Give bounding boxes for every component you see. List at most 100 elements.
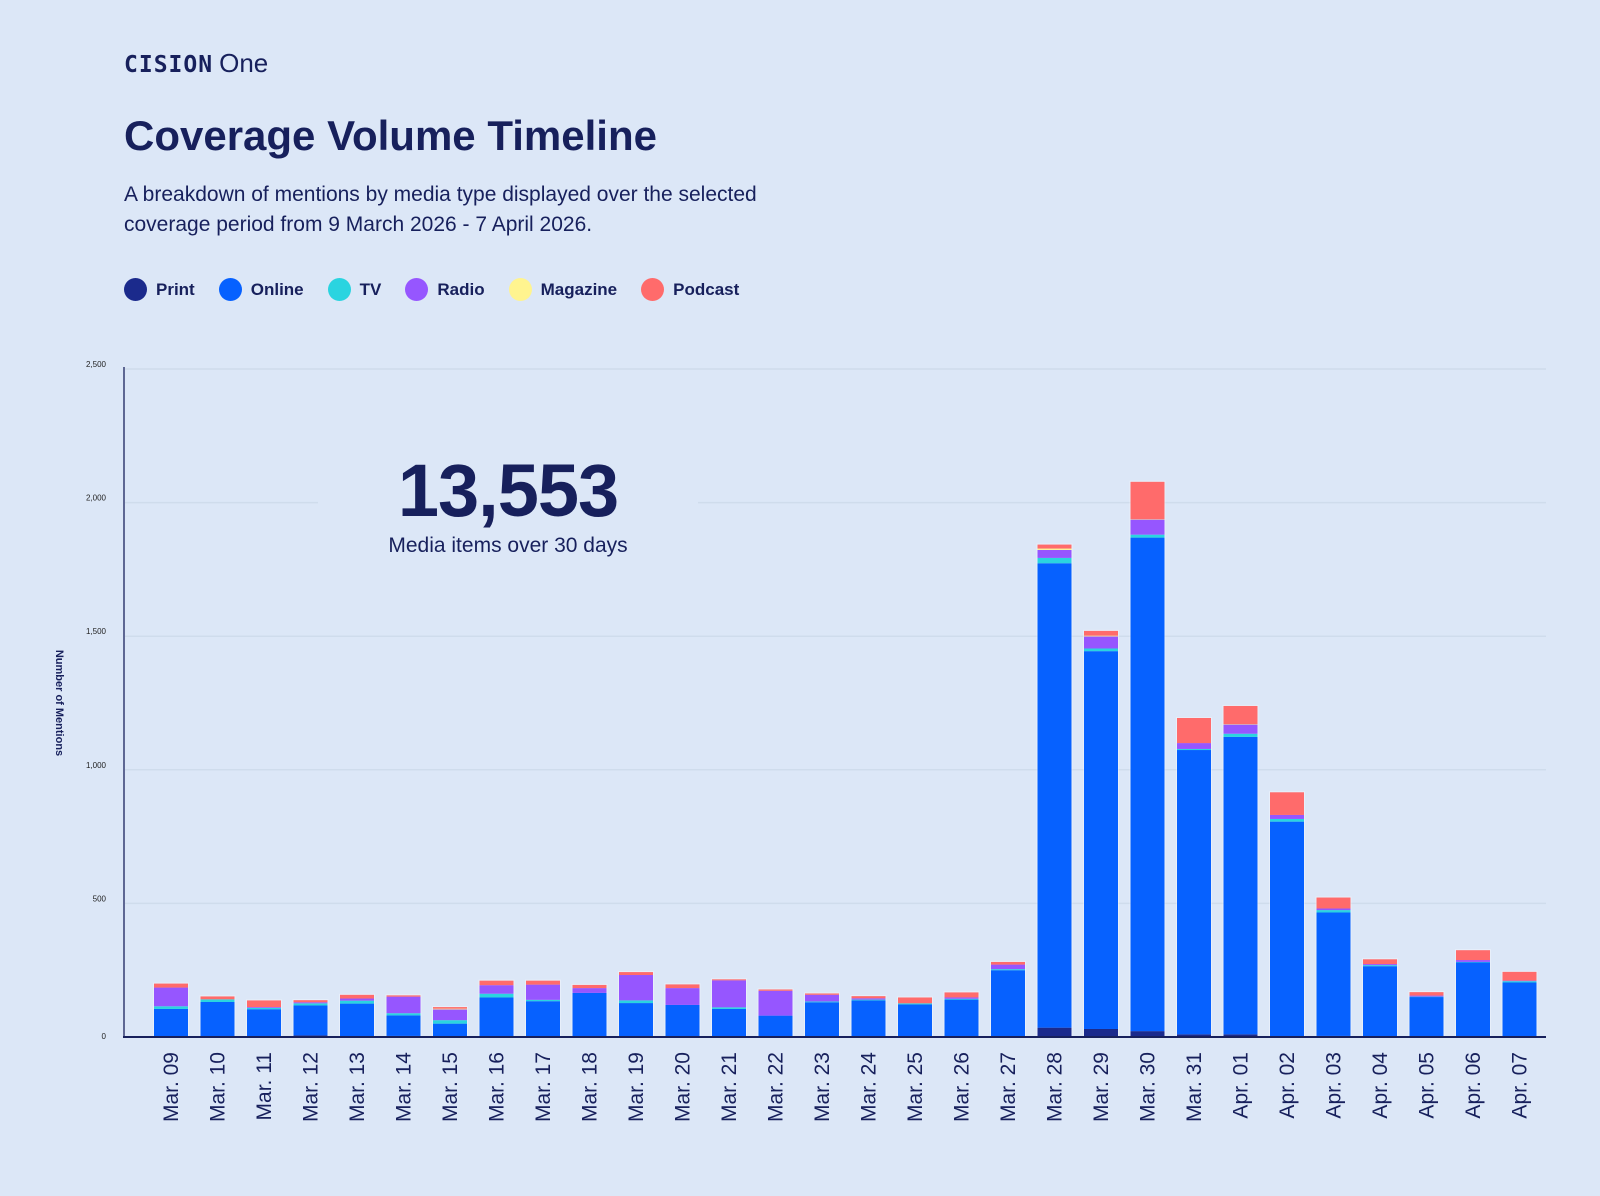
bar-stack[interactable] [385, 994, 422, 1037]
bar-segment-radio[interactable] [1223, 724, 1258, 734]
bar-segment-podcast[interactable] [386, 995, 421, 997]
bar-segment-tv[interactable] [898, 1003, 932, 1005]
bar-segment-radio[interactable] [712, 980, 746, 1008]
legend-item-tv[interactable]: TV [327, 278, 381, 301]
bar-stack[interactable] [571, 983, 608, 1038]
bar-segment-magazine[interactable] [1084, 635, 1118, 637]
bar-segment-tv[interactable] [1223, 733, 1258, 737]
bar-segment-podcast[interactable] [1037, 544, 1072, 549]
bar-segment-podcast[interactable] [665, 984, 700, 989]
bar-segment-online[interactable] [1456, 962, 1490, 1037]
bar-segment-tv[interactable] [805, 1001, 839, 1003]
bar-segment-tv[interactable] [944, 998, 979, 1000]
bar-segment-radio[interactable] [1084, 636, 1118, 649]
bar-segment-radio[interactable] [479, 985, 514, 994]
bar-segment-online[interactable] [386, 1015, 421, 1036]
bar-segment-podcast[interactable] [805, 993, 839, 995]
bar-segment-online[interactable] [247, 1009, 281, 1037]
bar-stack[interactable] [943, 991, 980, 1038]
bar-segment-tv[interactable] [1456, 961, 1490, 963]
bar-segment-tv[interactable] [991, 969, 1025, 971]
bar-segment-tv[interactable] [293, 1003, 328, 1006]
bar-segment-radio[interactable] [1270, 814, 1304, 819]
bar-stack[interactable] [1176, 716, 1212, 1037]
bar-segment-online[interactable] [712, 1008, 746, 1037]
bar-segment-podcast[interactable] [479, 980, 514, 986]
bar-stack[interactable] [1222, 704, 1259, 1037]
bar-segment-tv[interactable] [1037, 557, 1072, 564]
bar-segment-magazine[interactable] [1223, 724, 1258, 725]
bar-segment-radio[interactable] [758, 990, 793, 1016]
bar-segment-print[interactable] [1084, 1028, 1118, 1037]
bar-segment-online[interactable] [1270, 821, 1304, 1037]
bar-segment-podcast[interactable] [619, 972, 653, 976]
bar-segment-tv[interactable] [1270, 818, 1304, 822]
bar-segment-podcast[interactable] [1270, 792, 1304, 815]
bar-stack[interactable] [1501, 970, 1538, 1038]
bar-stack[interactable] [1315, 896, 1352, 1037]
bar-stack[interactable] [804, 992, 840, 1038]
legend-item-podcast[interactable]: Podcast [641, 278, 739, 301]
bar-segment-tv[interactable] [619, 1000, 653, 1004]
bar-segment-radio[interactable] [526, 984, 560, 1000]
bar-stack[interactable] [1408, 991, 1445, 1038]
bar-segment-online[interactable] [200, 1001, 235, 1037]
bar-segment-print[interactable] [1037, 1027, 1072, 1037]
bar-segment-radio[interactable] [1037, 549, 1072, 558]
bar-segment-radio[interactable] [619, 975, 653, 1001]
bar-segment-radio[interactable] [1502, 980, 1537, 982]
bar-segment-tv[interactable] [1177, 748, 1211, 751]
bar-segment-podcast[interactable] [1130, 481, 1165, 520]
bar-segment-podcast[interactable] [1223, 705, 1258, 725]
bar-segment-tv[interactable] [1363, 965, 1397, 967]
bar-segment-tv[interactable] [712, 1007, 746, 1009]
bar-segment-radio[interactable] [944, 997, 979, 999]
bar-segment-podcast[interactable] [293, 1000, 328, 1003]
bar-segment-podcast[interactable] [1502, 971, 1537, 981]
bar-segment-tv[interactable] [154, 1006, 188, 1009]
bar-segment-podcast[interactable] [200, 996, 235, 1000]
legend-item-radio[interactable]: Radio [405, 278, 485, 301]
bar-segment-radio[interactable] [433, 1009, 467, 1021]
bar-stack[interactable] [1362, 958, 1398, 1038]
bar-segment-online[interactable] [619, 1003, 653, 1037]
bar-segment-magazine[interactable] [1130, 519, 1165, 520]
bar-segment-online[interactable] [1084, 651, 1118, 1029]
bar-segment-online[interactable] [665, 1004, 700, 1037]
bar-segment-podcast[interactable] [1409, 992, 1444, 996]
bar-segment-radio[interactable] [1316, 908, 1351, 911]
bar-segment-tv[interactable] [1502, 981, 1537, 983]
bar-segment-radio[interactable] [665, 988, 700, 1005]
bar-segment-radio[interactable] [154, 987, 188, 1007]
bar-segment-online[interactable] [526, 1001, 560, 1037]
bar-segment-tv[interactable] [1409, 996, 1444, 998]
bar-segment-online[interactable] [1130, 537, 1165, 1032]
bar-segment-radio[interactable] [991, 964, 1025, 970]
bar-segment-online[interactable] [572, 992, 607, 1037]
bar-segment-podcast[interactable] [991, 961, 1025, 965]
bar-stack[interactable] [618, 971, 654, 1038]
bar-segment-tv[interactable] [526, 999, 560, 1002]
legend-item-print[interactable]: Print [124, 278, 195, 301]
bar-segment-tv[interactable] [386, 1013, 421, 1016]
bar-segment-tv[interactable] [200, 999, 235, 1002]
bar-stack[interactable] [199, 995, 236, 1038]
bar-segment-tv[interactable] [479, 993, 514, 998]
bar-segment-radio[interactable] [1409, 995, 1444, 997]
bar-segment-online[interactable] [479, 997, 514, 1037]
bar-segment-tv[interactable] [340, 1000, 374, 1004]
bar-stack[interactable] [1269, 791, 1305, 1038]
bar-segment-online[interactable] [758, 1015, 793, 1037]
bar-segment-podcast[interactable] [340, 994, 374, 999]
bar-stack[interactable] [757, 988, 794, 1038]
bar-segment-tv[interactable] [851, 999, 886, 1001]
bar-segment-radio[interactable] [247, 1007, 281, 1008]
bar-segment-tv[interactable] [433, 1020, 467, 1024]
bar-segment-podcast[interactable] [572, 984, 607, 989]
bar-stack[interactable] [850, 995, 887, 1038]
bar-segment-tv[interactable] [1084, 648, 1118, 652]
bar-stack[interactable] [339, 993, 375, 1038]
bar-segment-online[interactable] [805, 1002, 839, 1037]
bar-segment-podcast[interactable] [712, 979, 746, 981]
bar-segment-print[interactable] [1223, 1034, 1258, 1037]
